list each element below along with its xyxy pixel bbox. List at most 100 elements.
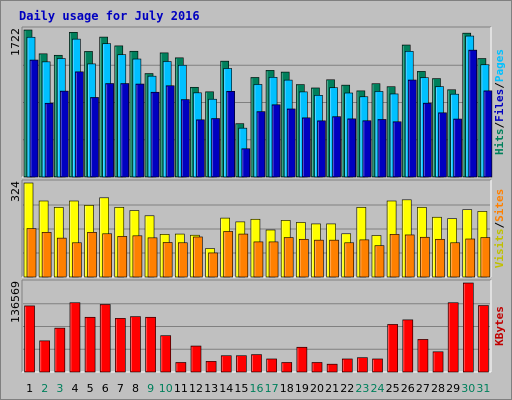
bar-bottom-kbytes-day-3: [54, 327, 66, 373]
bar-bottom-kbytes-day-28: [432, 351, 444, 373]
bar-middle-sites-day-6: [102, 233, 112, 278]
bar-middle-sites-day-16: [253, 241, 264, 278]
x-tick-label-day-10: 10: [159, 382, 173, 395]
x-tick-label-day-29: 29: [446, 382, 460, 395]
x-tick-label-day-27: 27: [416, 382, 430, 395]
bar-middle-sites-day-15: [238, 233, 249, 278]
bar-middle-sites-day-11: [177, 242, 188, 278]
x-tick-label-day-11: 11: [174, 382, 188, 395]
bar-top-pages-day-1: [29, 59, 39, 178]
x-tick-label-day-25: 25: [386, 382, 400, 395]
x-tick-label-day-28: 28: [431, 382, 445, 395]
bar-top-pages-day-14: [226, 90, 235, 178]
bar-top-pages-day-9: [150, 91, 160, 178]
bar-bottom-kbytes-day-14: [220, 355, 232, 373]
bar-top-pages-day-2: [44, 102, 54, 178]
bar-middle-sites-day-19: [299, 238, 309, 278]
bar-middle-sites-day-25: [389, 234, 400, 278]
bar-middle-sites-day-20: [314, 239, 324, 278]
bar-bottom-kbytes-day-21: [326, 363, 338, 373]
bar-bottom-kbytes-day-7: [115, 318, 126, 373]
x-tick-label-day-14: 14: [219, 382, 233, 395]
bar-bottom-kbytes-day-20: [311, 362, 323, 373]
x-tick-label-day-24: 24: [371, 382, 385, 395]
x-tick-label-day-7: 7: [117, 382, 124, 395]
bar-middle-sites-day-3: [56, 237, 67, 278]
x-tick-label-day-5: 5: [87, 382, 94, 395]
bar-top-pages-day-26: [407, 79, 417, 178]
bar-bottom-kbytes-day-17: [266, 358, 277, 373]
x-tick-label-day-3: 3: [56, 382, 63, 395]
bar-top-pages-day-15: [241, 148, 251, 178]
bar-top-pages-day-4: [75, 71, 84, 178]
bar-bottom-kbytes-day-25: [387, 324, 398, 373]
axis-label-part: /: [493, 222, 506, 229]
x-tick-label-day-22: 22: [340, 382, 354, 395]
bar-top-pages-day-24: [377, 119, 387, 178]
bar-top-pages-day-3: [59, 90, 69, 178]
bar-bottom-kbytes-day-31: [478, 305, 489, 373]
bar-top-pages-day-13: [211, 118, 220, 178]
x-tick-label-day-6: 6: [102, 382, 109, 395]
bar-middle-sites-day-8: [132, 235, 143, 278]
bar-middle-sites-day-9: [147, 237, 158, 278]
bar-bottom-kbytes-day-15: [236, 355, 247, 373]
bar-middle-sites-day-23: [359, 239, 370, 278]
bar-middle-sites-day-14: [223, 231, 233, 278]
bar-bottom-kbytes-day-13: [205, 361, 217, 373]
bar-middle-sites-day-7: [117, 236, 128, 278]
bar-top-pages-day-11: [180, 99, 190, 178]
bar-bottom-kbytes-day-18: [281, 362, 293, 373]
axis-label-part: KBytes: [493, 306, 506, 346]
axis-label-part: Visits: [493, 229, 506, 269]
x-tick-label-day-4: 4: [71, 382, 78, 395]
bar-middle-sites-day-12: [193, 236, 203, 278]
bar-top-pages-day-8: [135, 83, 145, 178]
x-tick-label-day-8: 8: [132, 382, 139, 395]
bar-bottom-kbytes-day-19: [296, 346, 308, 373]
bar-bottom-kbytes-day-24: [372, 358, 383, 373]
x-tick-label-day-19: 19: [295, 382, 309, 395]
bar-top-pages-day-27: [423, 102, 432, 178]
axis-label-part: Pages: [493, 49, 506, 82]
bar-bottom-kbytes-day-9: [145, 316, 156, 373]
x-tick-label-day-15: 15: [234, 382, 248, 395]
bar-top-pages-day-30: [468, 49, 478, 178]
x-tick-label-day-1: 1: [26, 382, 33, 395]
x-tick-label-day-26: 26: [401, 382, 415, 395]
bar-bottom-kbytes-day-29: [447, 302, 459, 373]
panel-middle-axis-label: Visits/Sites: [493, 189, 506, 269]
x-tick-label-day-21: 21: [325, 382, 339, 395]
bar-bottom-kbytes-day-6: [99, 304, 111, 373]
bar-top-pages-day-21: [332, 116, 341, 178]
bar-bottom-kbytes-day-2: [39, 340, 50, 373]
panel-bottom-axis-label: KBytes: [493, 306, 506, 346]
bar-middle-sites-day-13: [208, 252, 218, 278]
bar-middle-sites-day-21: [329, 239, 339, 278]
bar-bottom-kbytes-day-10: [160, 335, 172, 373]
panel-middle-ymax-label: 324: [9, 181, 22, 202]
bar-middle-sites-day-10: [162, 242, 173, 278]
bar-middle-sites-day-4: [72, 242, 82, 278]
bar-top-pages-day-7: [120, 83, 130, 178]
bar-bottom-kbytes-day-22: [341, 358, 353, 373]
bar-middle-sites-day-30: [465, 238, 476, 278]
panel-top-ymax-label: 1722: [9, 28, 22, 56]
x-tick-label-day-18: 18: [280, 382, 294, 395]
bar-middle-sites-day-18: [283, 237, 294, 278]
bar-top-pages-day-18: [286, 108, 296, 178]
bar-bottom-kbytes-day-4: [69, 302, 81, 373]
bar-top-pages-day-20: [317, 120, 326, 178]
panel-top-axis-label: Hits/Files/Pages: [493, 49, 506, 155]
bar-middle-sites-day-5: [87, 232, 97, 278]
x-tick-label-day-30: 30: [461, 382, 475, 395]
bar-top-pages-day-5: [90, 97, 99, 178]
bar-bottom-kbytes-day-8: [130, 316, 141, 373]
bar-middle-sites-day-1: [26, 228, 37, 278]
axis-label-part: /: [493, 82, 506, 89]
bar-bottom-kbytes-day-23: [357, 357, 368, 373]
bar-top-pages-day-16: [256, 111, 266, 178]
axis-label-part: Hits: [493, 129, 506, 156]
axis-label-part: Sites: [493, 189, 506, 222]
